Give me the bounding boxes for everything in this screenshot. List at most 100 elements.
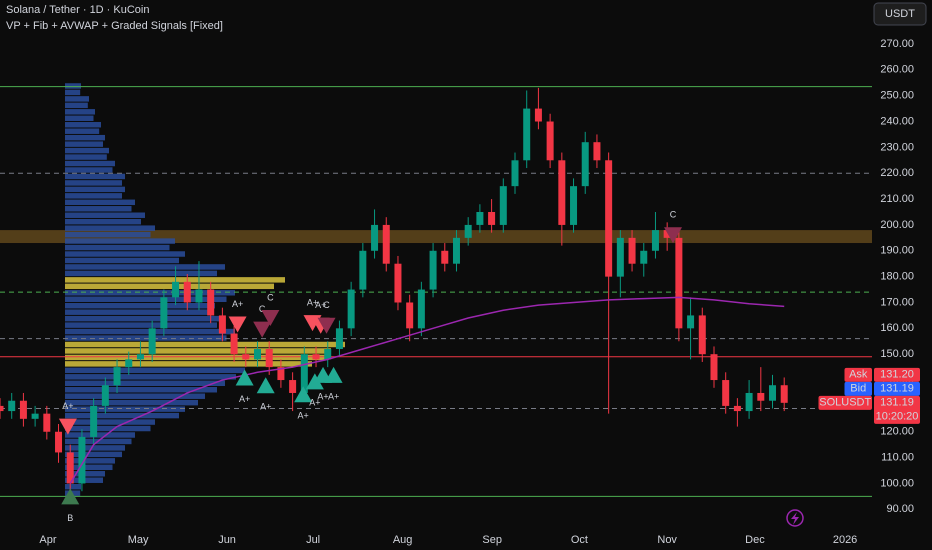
volume-profile-row (65, 315, 225, 328)
volume-profile-row (65, 173, 125, 186)
volume-profile-bar (65, 335, 227, 341)
candle-body (698, 315, 706, 355)
volume-profile-bar (65, 225, 155, 231)
volume-profile-row (65, 186, 125, 199)
candle-body (464, 224, 472, 238)
price-tag-box (874, 367, 920, 382)
signal-label: A+ (298, 411, 309, 421)
y-tick-label: 170.00 (880, 296, 914, 308)
candle-body (8, 400, 16, 412)
avwap-line (69, 296, 785, 484)
volume-profile-row (65, 458, 115, 471)
volume-profile-bar (65, 283, 274, 290)
lightning-glyph (791, 512, 799, 525)
y-tick-label: 250.00 (880, 90, 914, 102)
volume-profile-row (65, 277, 285, 290)
candle-body (78, 436, 86, 484)
volume-profile-row (65, 393, 205, 406)
volume-profile-bar (65, 419, 155, 425)
price-tag-name: Ask (849, 369, 868, 381)
y-tick-label: 260.00 (880, 64, 914, 76)
candle-body (265, 349, 273, 368)
volume-profile-bar (65, 122, 101, 128)
signal-label: A+ (328, 391, 339, 401)
candle-body (687, 315, 695, 329)
volume-profile-bar (65, 102, 88, 109)
volume-profile-bar (65, 141, 103, 147)
candle-body (452, 237, 460, 264)
y-tick-label: 120.00 (880, 426, 914, 438)
volume-profile-bar (65, 257, 179, 264)
volume-profile-bar (65, 128, 100, 134)
signal-label: A+ (260, 402, 271, 412)
volume-profile-bar (65, 134, 105, 141)
volume-profile-bar (65, 154, 107, 160)
signal-label: A+ (309, 398, 320, 408)
candle-body (324, 349, 332, 360)
y-tick-label: 210.00 (880, 193, 914, 205)
volume-profile-bar (65, 412, 179, 419)
y-tick-label: 90.00 (886, 503, 914, 515)
volume-profile-row (65, 302, 215, 315)
candle-body (441, 250, 449, 264)
candle-body (136, 354, 144, 360)
candle-body (605, 160, 613, 277)
candle-body (113, 367, 121, 386)
volume-profile-bar (65, 264, 225, 270)
signal-label: A+ (307, 298, 318, 308)
candle-body (488, 212, 496, 225)
candle-body (593, 142, 601, 161)
lightning-icon[interactable] (786, 509, 804, 527)
volume-profile-bar (65, 277, 285, 283)
volume-profile-bar (65, 231, 151, 238)
volume-profile-bar (65, 96, 89, 102)
candle-body (55, 431, 63, 453)
candle-body (745, 392, 753, 412)
volume-profile-bar (65, 270, 217, 277)
price-tag-name: Bid (850, 383, 866, 395)
price-countdown: 10:20:20 (876, 411, 919, 423)
volume-profile-bar (65, 186, 125, 193)
price-tag-value: 131.20 (880, 369, 914, 381)
price-tag-name: SOLUSDT (819, 397, 871, 409)
candle-body (289, 380, 297, 393)
candle-body (66, 452, 74, 484)
signal-label: C (670, 210, 677, 220)
signal-marker (228, 316, 247, 333)
volume-profile-bar (65, 445, 125, 451)
candle-body (417, 289, 425, 329)
volume-profile-row (65, 96, 89, 109)
candle-body (43, 413, 51, 432)
candle-body (499, 186, 507, 225)
price-tag-value: 131.19 (880, 397, 914, 409)
candle-body (31, 413, 39, 419)
candle-body (429, 250, 437, 290)
candle-body (581, 142, 589, 187)
candle-body (382, 224, 390, 264)
price-tag-box (874, 395, 920, 424)
price-tag-name-box (844, 367, 872, 382)
volume-profile-bar (65, 367, 245, 374)
signal-marker (58, 418, 77, 435)
volume-profile-bar (65, 354, 325, 361)
x-tick-label: Dec (745, 534, 765, 546)
currency-button[interactable] (873, 2, 927, 26)
volume-profile-row (65, 341, 345, 354)
y-tick-label: 270.00 (880, 38, 914, 50)
volume-profile-row (65, 225, 155, 238)
volume-profile-bar (65, 193, 122, 199)
volume-profile-bar (65, 173, 125, 180)
volume-profile-bar (65, 315, 225, 322)
currency-button-label[interactable]: USDT (885, 8, 915, 20)
x-tick-label: 2026 (833, 534, 857, 546)
candle-body (476, 212, 484, 225)
volume-profile-bar (65, 206, 132, 212)
signal-label: C (259, 304, 266, 314)
volume-profile-bar (65, 309, 208, 315)
signal-marker (664, 227, 683, 244)
signal-label: A+ (317, 391, 328, 401)
x-tick-label: Sep (482, 534, 502, 546)
volume-profile-bar (65, 296, 227, 302)
candle-body (675, 237, 683, 329)
